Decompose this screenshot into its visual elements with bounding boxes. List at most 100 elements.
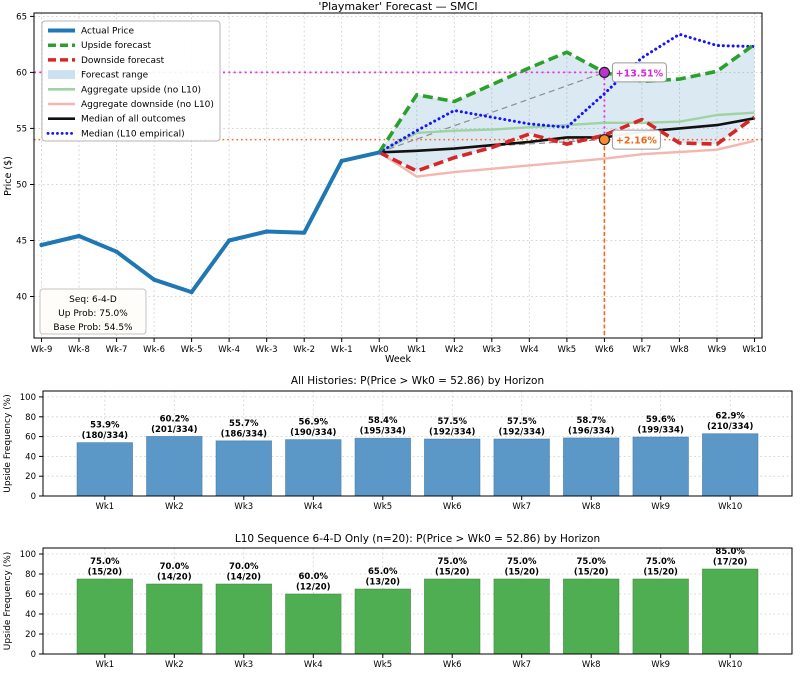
y-tick-label: 65 [16,12,27,22]
all-histories-figure: All Histories: P(Price > Wk0 = 52.86) by… [0,373,800,517]
bar-count-label: (199/334) [637,425,683,435]
bar-count-label: (192/334) [429,428,475,438]
bar-pct-label: 75.0% [646,557,676,567]
legend-label: Aggregate upside (no L10) [81,85,201,95]
legend-label: Upside forecast [81,41,151,51]
actual-price-marker [339,158,344,163]
bar-wk5 [354,437,411,497]
forecast-range-fill [379,44,755,171]
bar-wk7 [493,438,550,497]
x-tick-label: Wk7 [633,345,652,355]
target-dot [598,66,611,79]
y-tick-label: 60 [25,433,36,443]
x-tick-label: Wk-1 [331,345,353,355]
target-dot [598,134,611,146]
annotation-box [611,62,667,83]
x-tick-label: Wk6 [595,345,614,355]
actual-price-marker [76,233,82,239]
x-tick-label: Wk7 [512,660,531,670]
series-line-median_all [379,117,755,154]
actual-price-marker [189,290,194,295]
bar-pct-label: 55.7% [229,419,259,429]
legend-label: Forecast range [81,71,149,81]
bar-pct-label: 85.0% [715,547,745,557]
y-tick-label: 20 [25,472,36,482]
info-box-line: Seq: 6-4-D [69,295,117,305]
y-tick-label: 80 [25,570,36,580]
x-tick-label: Wk2 [165,502,184,512]
forecast-chart-title: 'Playmaker' Forecast — SMCI [318,0,477,13]
all-histories-title: All Histories: P(Price > Wk0 = 52.86) by… [291,375,544,387]
y-tick-label: 0 [31,650,36,660]
bar-wk4 [285,439,342,497]
actual-price-marker [377,150,382,155]
bar-pct-label: 53.9% [90,421,120,431]
forecast-chart-figure: 'Playmaker' Forecast — SMCI Week Price (… [3,0,767,365]
bar-pct-label: 70.0% [160,562,190,572]
y-tick-label: 40 [25,452,36,462]
legend: Actual Price Upside forecast Downside fore… [41,20,221,142]
bar-wk10 [702,568,759,655]
bar-wk7 [493,578,550,655]
x-tick-label: Wk5 [373,660,392,670]
bar-count-label: (15/20) [88,568,123,578]
bar-count-label: (17/20) [713,558,748,568]
bar-count-label: (15/20) [504,568,539,578]
bar-count-label: (15/20) [435,568,470,578]
bar-count-label: (186/334) [221,429,267,439]
legend-swatch-patch [48,70,75,80]
bar-count-label: (201/334) [151,425,197,435]
l10-sequence-figure: L10 Sequence 6-4-D Only (n=20): P(Price … [0,517,800,676]
x-tick-label: Wk2 [445,345,464,355]
legend-label: Aggregate downside (no L10) [81,100,214,110]
bar-wk3 [215,440,272,497]
y-tick-label: 45 [16,237,27,247]
bar-count-label: (192/334) [499,428,545,438]
x-tick-label: Wk10 [718,502,742,512]
y-tick-label: 40 [16,293,27,303]
bar-wk8 [563,578,620,655]
bar-pct-label: 59.6% [646,415,676,425]
bar-pct-label: 70.0% [229,562,259,572]
bar-pct-label: 57.5% [437,417,467,427]
x-tick-label: Wk4 [304,502,323,512]
bar-wk9 [632,578,689,655]
x-tick-label: Wk9 [651,502,670,512]
l10-chart-svg: L10 Sequence 6-4-D Only (n=20): P(Price … [3,533,793,670]
y-tick-label: 50 [16,180,27,190]
legend-label: Downside forecast [81,56,165,66]
y-tick-label: 100 [20,393,36,403]
x-tick-label: Wk7 [512,502,531,512]
info-box-line: Up Prob: 75.0% [58,309,128,319]
x-tick-label: Wk8 [582,502,601,512]
l10-sequence-y-axis-label: Upside Frequency (%) [3,552,13,651]
actual-price-marker [39,242,44,248]
x-tick-label: Wk10 [718,660,742,670]
x-tick-label: Wk1 [95,502,114,512]
bar-count-label: (210/334) [707,422,753,432]
actual-price-marker [264,229,269,234]
bar-count-label: (14/20) [227,573,262,583]
bar-wk1 [76,442,133,497]
forecast-plot-area: +13.51% +2.16% 40 45 50 55 60 65 Wk-9 Wk-8 Wk-7 Wk-… [16,12,766,355]
x-tick-label: Wk-2 [293,345,315,355]
bar-wk10 [702,433,759,497]
bar-pct-label: 57.5% [507,417,537,427]
bar-pct-label: 60.0% [299,572,329,582]
series-line-median_l10 [377,32,756,154]
bar-count-label: (15/20) [643,568,678,578]
x-tick-label: Wk-7 [106,345,128,355]
forecast-chart-svg: 'Playmaker' Forecast — SMCI Week Price (… [3,0,767,365]
x-tick-label: Wk10 [742,345,766,355]
bar-wk4 [285,593,342,655]
x-tick-label: Wk8 [582,660,601,670]
bar-wk1 [76,578,133,655]
legend-label: Median (L10 empirical) [81,129,185,139]
x-tick-label: Wk5 [373,502,392,512]
series-line-agg_upside [378,111,755,154]
legend-label: Actual Price [81,27,134,37]
bar-wk2 [146,436,203,497]
bar-wk6 [423,438,481,497]
x-tick-label: Wk2 [165,660,184,670]
legend-box [41,20,221,142]
